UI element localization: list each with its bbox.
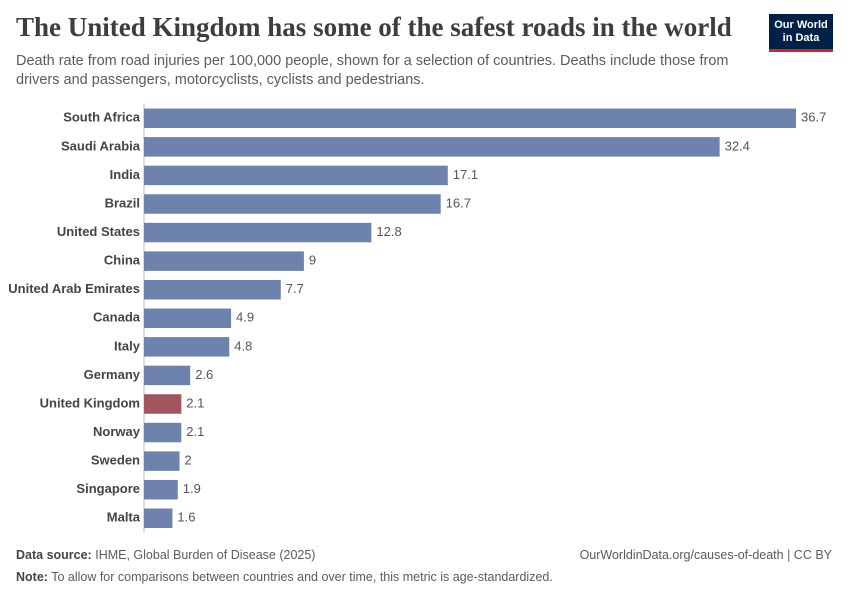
- bar: [144, 251, 304, 271]
- value-label: 2.6: [195, 367, 213, 382]
- category-label: Malta: [107, 510, 141, 525]
- value-label: 2.1: [186, 424, 204, 439]
- value-label: 7.7: [286, 281, 304, 296]
- logo-line: in Data: [782, 31, 820, 44]
- chart: South Africa 36.7 Saudi Arabia 32.4 India 17.…: [8, 104, 826, 533]
- category-label: Norway: [93, 424, 141, 439]
- category-label: United States: [57, 224, 140, 239]
- value-label: 12.8: [376, 224, 401, 239]
- bar: [144, 451, 180, 471]
- value-label: 9: [309, 253, 316, 268]
- chart-title: The United Kingdom has some of the safes…: [16, 12, 732, 42]
- value-label: 2.1: [186, 395, 204, 410]
- bar: [144, 308, 232, 329]
- chart-subtitle: Death rate from road injuries per 100,00…: [16, 53, 729, 88]
- value-label: 17.1: [453, 167, 478, 182]
- value-label: 36.7: [801, 110, 826, 125]
- bar: [144, 194, 441, 214]
- bar: [144, 422, 182, 443]
- value-label: 1.9: [183, 481, 201, 496]
- category-label: South Africa: [63, 110, 141, 125]
- logo[interactable]: Our World in Data: [769, 14, 833, 52]
- source: Data source: IHME, Global Burden of Dise…: [16, 548, 315, 562]
- value-label: 32.4: [725, 138, 750, 153]
- source-text: IHME, Global Burden of Disease (2025): [95, 548, 316, 562]
- note-text: To allow for comparisons between countri…: [51, 570, 553, 584]
- bar: [144, 222, 372, 243]
- source-label: Data source:: [16, 548, 92, 562]
- value-label: 2: [185, 453, 192, 468]
- bar: [144, 137, 720, 157]
- category-label: Italy: [114, 338, 141, 353]
- value-label: 16.7: [446, 195, 471, 210]
- value-label: 1.6: [177, 510, 195, 525]
- note-label: Note:: [16, 570, 48, 584]
- value-label: 4.8: [234, 338, 252, 353]
- value-label: 4.9: [236, 310, 254, 325]
- category-label: United Kingdom: [40, 395, 140, 410]
- category-label: Saudi Arabia: [61, 138, 141, 153]
- category-label: Singapore: [76, 481, 140, 496]
- category-label: Brazil: [105, 195, 140, 210]
- bar: [144, 394, 182, 414]
- bar: [144, 479, 178, 500]
- category-label: India: [110, 167, 141, 182]
- category-label: Germany: [84, 367, 141, 382]
- bar: [144, 508, 173, 529]
- bar: [144, 365, 191, 386]
- category-label: Sweden: [91, 453, 140, 468]
- bar: [144, 108, 796, 129]
- category-label: China: [104, 253, 141, 268]
- note: Note: To allow for comparisons between c…: [16, 570, 553, 584]
- category-label: United Arab Emirates: [8, 281, 140, 296]
- bar: [144, 337, 230, 357]
- bar: [144, 165, 448, 186]
- bar: [144, 279, 281, 300]
- category-label: Canada: [93, 310, 141, 325]
- url[interactable]: OurWorldinData.org/causes-of-death | CC …: [579, 548, 832, 562]
- logo-line: Our World: [774, 19, 828, 31]
